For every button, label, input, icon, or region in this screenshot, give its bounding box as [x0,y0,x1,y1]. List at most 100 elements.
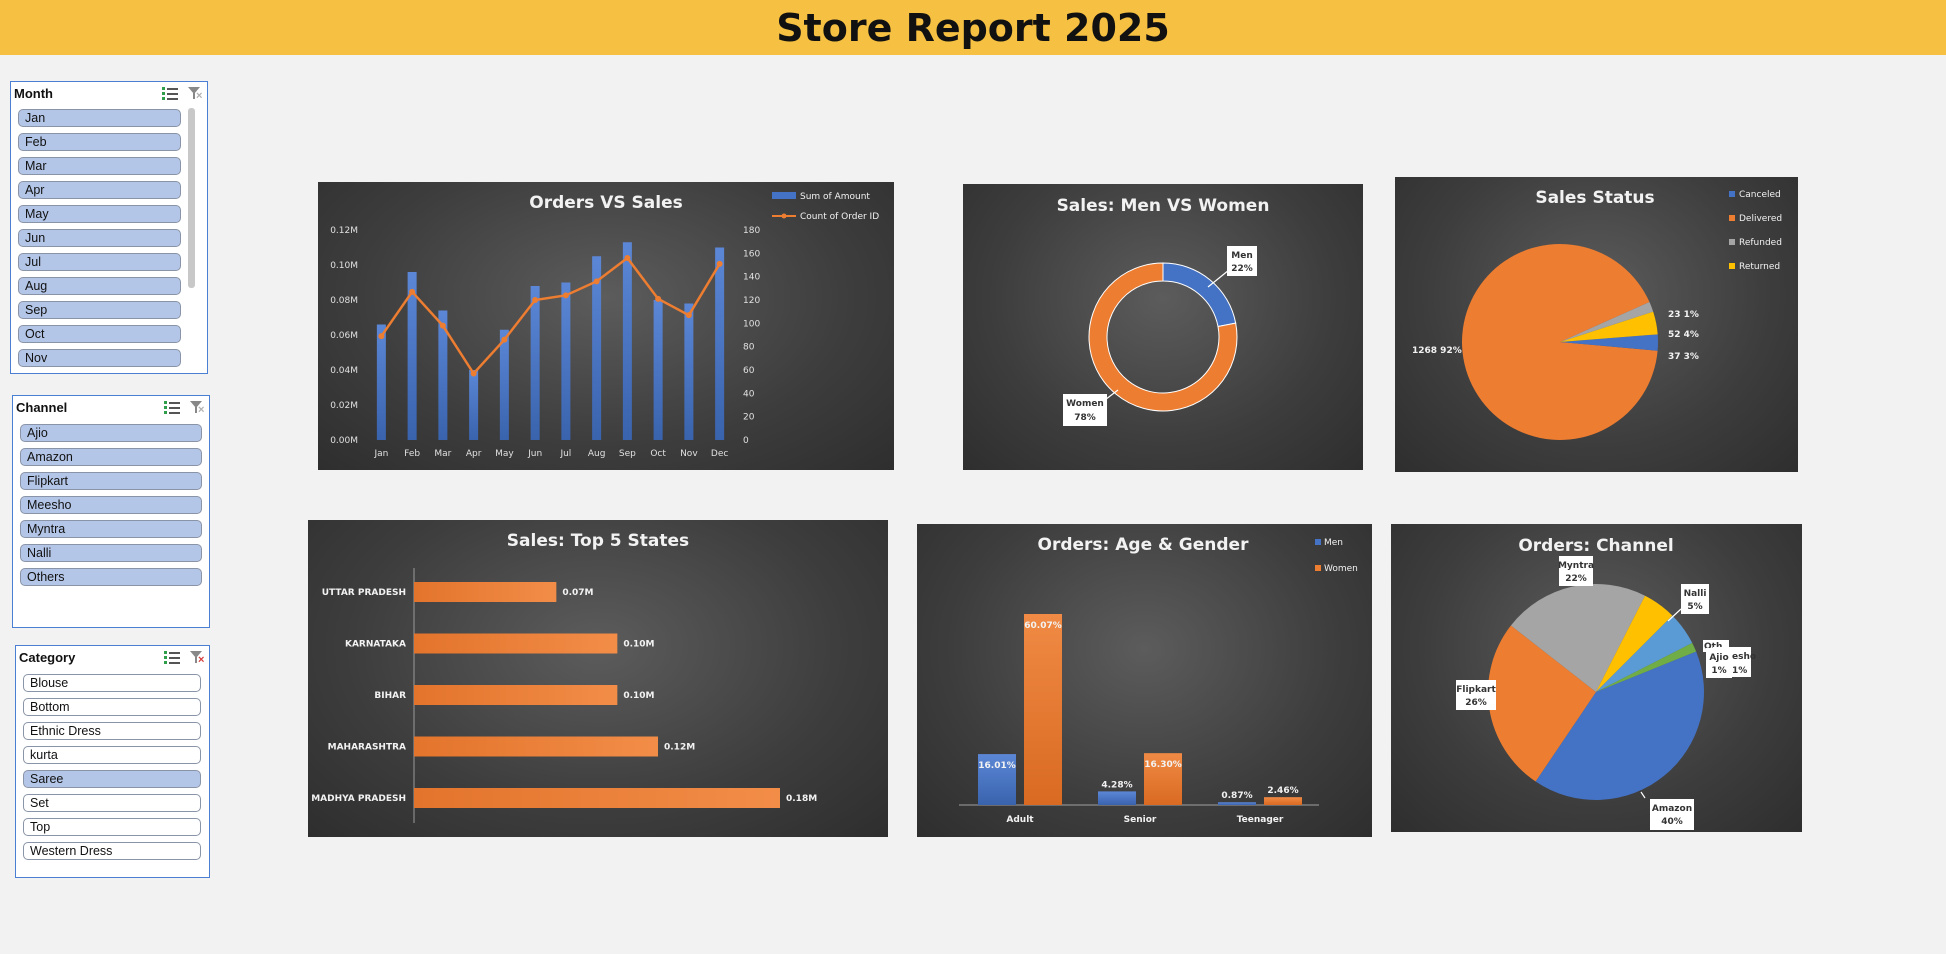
legend-swatch-women [1315,565,1321,571]
state-label: MADHYA PRADESH [311,794,406,804]
slice-label-refunded: 23 1% [1668,310,1699,320]
slice-label-flipkart: 26% [1465,698,1487,708]
legend-label-delivered: Delivered [1739,214,1782,224]
slice-label-delivered: 1268 92% [1412,346,1462,356]
y-right-tick: 100 [743,319,760,329]
slicer-item-jul[interactable]: Jul [18,253,181,271]
legend-label-refunded: Refunded [1739,238,1782,248]
donut-slice-women [1088,262,1238,412]
slicer-item-western-dress[interactable]: Western Dress [23,842,201,860]
slicer-item-mar[interactable]: Mar [18,157,181,175]
top-states-svg: Sales: Top 5 States UTTAR PRADESH 0.07M KAR… [311,531,817,823]
chart-title: Sales Status [1535,188,1654,208]
x-tick: Mar [434,449,451,459]
slicer-item-nalli[interactable]: Nalli [20,544,202,562]
bar-value-label: 60.07% [1024,621,1062,631]
orders-point-aug [593,278,600,285]
chart-title: Sales: Men VS Women [1057,196,1270,216]
slicer-item-apr[interactable]: Apr [18,181,181,199]
callout-box-nalli [1681,584,1709,614]
slicer-item-others[interactable]: Others [20,568,202,586]
bar-sep [622,242,632,440]
slicer-item-oct[interactable]: Oct [18,325,181,343]
category-slicer-header: Category × [16,646,209,668]
bar-uttar-pradesh [414,582,557,602]
legend-swatch-refunded [1729,239,1735,245]
callout-box-myntra [1559,556,1593,586]
month-slicer-header: Month × [11,82,207,104]
callout-box-ajio [1706,648,1732,678]
clear-filter-icon[interactable]: × [187,86,203,102]
clear-filter-icon[interactable]: × [189,400,205,416]
bar-teenager-women [1264,797,1302,805]
multi-select-icon[interactable] [164,400,180,414]
bar-maharashtra [414,736,658,757]
pie-slice-delivered [1462,243,1658,440]
men-vs-women-chart[interactable]: Sales: Men VS Women Men 22% Women 78% [963,184,1363,470]
orders-point-sep [624,255,631,261]
top-states-chart[interactable]: Sales: Top 5 States UTTAR PRADESH 0.07M KAR… [308,520,888,837]
category-slicer[interactable]: Category × Blouse Bottom Ethnic Dress kurta… [15,645,210,878]
slicer-item-nov[interactable]: Nov [18,349,181,367]
sales-status-svg: Sales Status Canceled Delivered Refunded Ret… [1412,188,1782,440]
month-slicer-scrollbar[interactable] [188,108,195,288]
x-tick: Jan [373,449,388,459]
month-slicer-title: Month [14,85,53,101]
slicer-item-flipkart[interactable]: Flipkart [20,472,202,490]
slicer-item-myntra[interactable]: Myntra [20,520,202,538]
slicer-item-amazon[interactable]: Amazon [20,448,202,466]
orders-channel-chart[interactable]: Orders: Channel Myntra 22% Nalli 5% Flipkart 2… [1391,524,1802,832]
orders-vs-sales-chart[interactable]: Orders VS Sales Sum of Amount Count of Ord… [318,182,894,470]
legend-label-amount: Sum of Amount [800,192,870,202]
slicer-item-ajio[interactable]: Ajio [20,424,202,442]
slicer-item-top[interactable]: Top [23,818,201,836]
slicer-item-aug[interactable]: Aug [18,277,181,295]
slicer-item-bottom[interactable]: Bottom [23,698,201,716]
slicer-item-feb[interactable]: Feb [18,133,181,151]
bar-jun [530,286,540,440]
slicer-item-ethnic-dress[interactable]: Ethnic Dress [23,722,201,740]
x-tick: Teenager [1237,815,1284,825]
slicer-item-saree[interactable]: Saree [23,770,201,788]
pie-slice-others [1596,642,1697,692]
age-gender-chart[interactable]: Orders: Age & Gender Men Women 16.01% 60.07%… [917,524,1372,837]
callout-box-flipkart [1456,680,1496,710]
legend-marker-orders [781,213,787,219]
x-tick: Jul [559,449,571,459]
slicer-item-jun[interactable]: Jun [18,229,181,247]
orders-point-oct [655,295,662,302]
y-left-tick: 0.02M [330,401,358,411]
bar-madhya-pradesh [414,788,780,808]
multi-select-icon[interactable] [162,86,178,100]
slicer-item-set[interactable]: Set [23,794,201,812]
category-slicer-title: Category [19,649,76,665]
slice-label-myntra: 22% [1565,574,1587,584]
y-left-tick: 0.10M [330,261,358,271]
bar-dec [715,247,725,440]
y-left-tick: 0.08M [330,296,358,306]
slicer-item-meesho[interactable]: Meesho [20,496,202,514]
slicer-item-blouse[interactable]: Blouse [23,674,201,692]
slicer-item-kurta[interactable]: kurta [23,746,201,764]
orders-point-feb [409,288,416,295]
slicer-item-sep[interactable]: Sep [18,301,181,319]
slice-name-nalli: Nalli [1684,589,1707,599]
sales-status-chart[interactable]: Sales Status Canceled Delivered Refunded Ret… [1395,177,1798,472]
legend-label-women: Women [1324,564,1358,574]
bar-apr [469,370,479,440]
bar-value-label: 0.12M [664,743,695,753]
chart-title: Sales: Top 5 States [507,531,689,551]
clear-filter-icon[interactable]: × [189,650,205,666]
channel-slicer[interactable]: Channel × Ajio Amazon Flipkart Meesho Myntra… [12,395,210,628]
pie-slice-amazon [1535,651,1704,800]
legend-label-men: Men [1324,538,1343,548]
slicer-item-jan[interactable]: Jan [18,109,181,127]
x-tick: Jun [527,449,542,459]
pie-slice-ajio [1596,615,1693,692]
orders-vs-sales-svg: Orders VS Sales Sum of Amount Count of Ord… [330,192,879,459]
bar-bihar [414,685,618,705]
orders-point-mar [439,322,446,329]
month-slicer[interactable]: Month × Jan Feb Mar Apr May Jun Jul Aug Sep Oct No… [10,81,208,374]
slicer-item-may[interactable]: May [18,205,181,223]
multi-select-icon[interactable] [164,650,180,664]
